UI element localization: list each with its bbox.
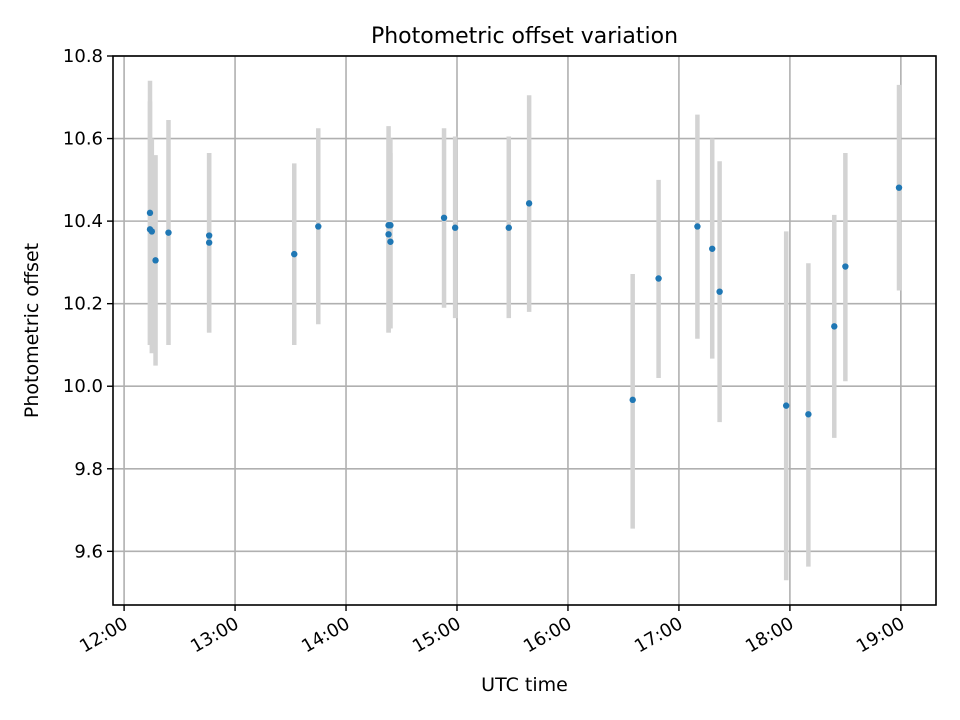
data-points	[146, 184, 903, 418]
data-point	[165, 229, 172, 236]
data-point	[387, 238, 394, 245]
data-point	[451, 224, 459, 231]
y-tick-label: 10.6	[63, 129, 103, 150]
y-tick-label: 9.6	[74, 541, 103, 562]
y-tick-label: 10.2	[63, 294, 103, 315]
y-tick-label: 10.8	[63, 46, 103, 67]
data-point	[716, 288, 723, 295]
data-point	[387, 222, 394, 229]
data-point	[205, 232, 213, 239]
y-tick-label: 10.0	[63, 376, 103, 397]
data-point	[315, 223, 322, 230]
data-point	[831, 323, 838, 330]
data-point	[385, 231, 392, 238]
data-point	[440, 214, 448, 222]
data-point	[895, 184, 903, 191]
data-point	[782, 402, 790, 409]
data-point	[152, 257, 159, 264]
data-point	[205, 239, 213, 246]
data-point	[525, 200, 533, 207]
y-tick-label: 10.4	[63, 211, 103, 232]
grid	[113, 55, 936, 605]
plot-frame	[112, 55, 937, 606]
data-point	[805, 411, 812, 418]
chart-title: Photometric offset variation	[371, 24, 678, 49]
data-point	[291, 250, 298, 258]
data-point	[842, 263, 849, 270]
data-point	[146, 209, 154, 217]
data-point	[709, 245, 716, 252]
data-point	[148, 228, 156, 235]
x-axis-label: UTC time	[481, 674, 568, 696]
data-point	[629, 396, 636, 404]
data-point	[694, 223, 701, 230]
data-point	[655, 275, 662, 282]
y-tick-label: 9.8	[74, 459, 103, 480]
data-point	[505, 224, 512, 231]
y-axis-label: Photometric offset	[21, 243, 43, 418]
